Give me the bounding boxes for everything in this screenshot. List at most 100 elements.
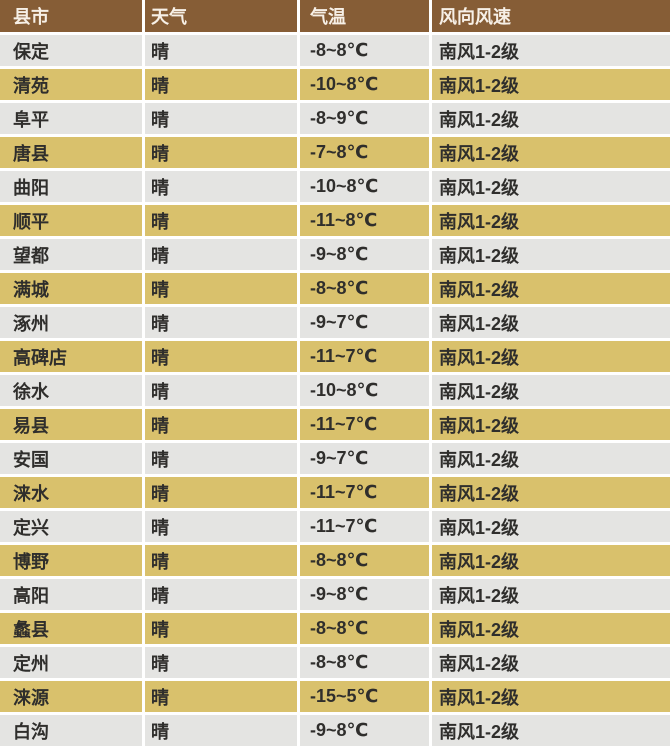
- cell-wind: 南风1-2级: [432, 239, 670, 273]
- cell-city: 曲阳: [0, 171, 145, 205]
- cell-city: 定兴: [0, 511, 145, 545]
- cell-city: 满城: [0, 273, 145, 307]
- cell-weather: 晴: [145, 477, 300, 511]
- cell-city: 清苑: [0, 69, 145, 103]
- cell-city: 安国: [0, 443, 145, 477]
- cell-weather: 晴: [145, 137, 300, 171]
- column-header-city: 县市: [0, 0, 145, 35]
- cell-city: 涿州: [0, 307, 145, 341]
- table-row: 白沟晴 -9~8℃ 南风1-2级: [0, 715, 670, 746]
- cell-city: 顺平: [0, 205, 145, 239]
- cell-weather: 晴: [145, 69, 300, 103]
- cell-temperature: -10~8℃: [300, 171, 432, 205]
- cell-wind: 南风1-2级: [432, 579, 670, 613]
- cell-temperature: -8~8℃: [300, 273, 432, 307]
- cell-wind: 南风1-2级: [432, 205, 670, 239]
- cell-weather: 晴: [145, 545, 300, 579]
- cell-temperature: -10~8℃: [300, 69, 432, 103]
- cell-weather: 晴: [145, 341, 300, 375]
- table-row: 定州晴 -8~8℃ 南风1-2级: [0, 647, 670, 681]
- cell-weather: 晴: [145, 443, 300, 477]
- cell-city: 定州: [0, 647, 145, 681]
- cell-weather: 晴: [145, 579, 300, 613]
- table-row: 涿州晴 -9~7℃ 南风1-2级: [0, 307, 670, 341]
- cell-wind: 南风1-2级: [432, 341, 670, 375]
- cell-temperature: -7~8℃: [300, 137, 432, 171]
- cell-city: 保定: [0, 35, 145, 69]
- cell-wind: 南风1-2级: [432, 375, 670, 409]
- cell-wind: 南风1-2级: [432, 681, 670, 715]
- table-row: 高碑店晴 -11~7℃ 南风1-2级: [0, 341, 670, 375]
- cell-temperature: -8~8℃: [300, 35, 432, 69]
- cell-temperature: -9~7℃: [300, 443, 432, 477]
- cell-wind: 南风1-2级: [432, 171, 670, 205]
- table-row: 唐县晴 -7~8℃ 南风1-2级: [0, 137, 670, 171]
- cell-temperature: -11~7℃: [300, 477, 432, 511]
- table-row: 曲阳晴 -10~8℃ 南风1-2级: [0, 171, 670, 205]
- cell-weather: 晴: [145, 647, 300, 681]
- cell-city: 博野: [0, 545, 145, 579]
- cell-weather: 晴: [145, 35, 300, 69]
- cell-weather: 晴: [145, 681, 300, 715]
- cell-weather: 晴: [145, 307, 300, 341]
- table-row: 涞源晴 -15~5℃ 南风1-2级: [0, 681, 670, 715]
- table-row: 易县晴 -11~7℃ 南风1-2级: [0, 409, 670, 443]
- cell-city: 白沟: [0, 715, 145, 746]
- cell-temperature: -9~8℃: [300, 579, 432, 613]
- header-row: 县市 天气 气温 风向风速: [0, 0, 670, 35]
- cell-temperature: -8~8℃: [300, 613, 432, 647]
- cell-wind: 南风1-2级: [432, 103, 670, 137]
- cell-city: 蠡县: [0, 613, 145, 647]
- table-row: 满城晴 -8~8℃ 南风1-2级: [0, 273, 670, 307]
- table-row: 安国晴 -9~7℃ 南风1-2级: [0, 443, 670, 477]
- cell-temperature: -9~7℃: [300, 307, 432, 341]
- table-row: 定兴晴 -11~7℃ 南风1-2级: [0, 511, 670, 545]
- cell-weather: 晴: [145, 715, 300, 746]
- cell-weather: 晴: [145, 511, 300, 545]
- table-row: 望都晴 -9~8℃ 南风1-2级: [0, 239, 670, 273]
- cell-city: 涞水: [0, 477, 145, 511]
- column-header-weather: 天气: [145, 0, 300, 35]
- cell-city: 高碑店: [0, 341, 145, 375]
- cell-wind: 南风1-2级: [432, 715, 670, 746]
- column-header-temperature: 气温: [300, 0, 432, 35]
- table-row: 徐水晴 -10~8℃ 南风1-2级: [0, 375, 670, 409]
- table-row: 蠡县晴 -8~8℃ 南风1-2级: [0, 613, 670, 647]
- cell-wind: 南风1-2级: [432, 307, 670, 341]
- cell-temperature: -9~8℃: [300, 239, 432, 273]
- table-row: 保定晴 -8~8℃ 南风1-2级: [0, 35, 670, 69]
- cell-city: 高阳: [0, 579, 145, 613]
- cell-city: 唐县: [0, 137, 145, 171]
- cell-wind: 南风1-2级: [432, 545, 670, 579]
- cell-weather: 晴: [145, 273, 300, 307]
- table-row: 博野晴 -8~8℃ 南风1-2级: [0, 545, 670, 579]
- cell-temperature: -9~8℃: [300, 715, 432, 746]
- cell-wind: 南风1-2级: [432, 137, 670, 171]
- cell-temperature: -11~7℃: [300, 341, 432, 375]
- cell-temperature: -8~8℃: [300, 647, 432, 681]
- cell-city: 涞源: [0, 681, 145, 715]
- cell-weather: 晴: [145, 239, 300, 273]
- cell-wind: 南风1-2级: [432, 35, 670, 69]
- cell-weather: 晴: [145, 103, 300, 137]
- table-row: 涞水晴 -11~7℃ 南风1-2级: [0, 477, 670, 511]
- cell-weather: 晴: [145, 613, 300, 647]
- cell-weather: 晴: [145, 171, 300, 205]
- cell-city: 阜平: [0, 103, 145, 137]
- cell-city: 望都: [0, 239, 145, 273]
- table-row: 阜平晴 -8~9℃ 南风1-2级: [0, 103, 670, 137]
- table-row: 顺平晴 -11~8℃ 南风1-2级: [0, 205, 670, 239]
- cell-temperature: -8~9℃: [300, 103, 432, 137]
- cell-wind: 南风1-2级: [432, 273, 670, 307]
- cell-temperature: -11~8℃: [300, 205, 432, 239]
- cell-temperature: -8~8℃: [300, 545, 432, 579]
- cell-weather: 晴: [145, 205, 300, 239]
- column-header-wind: 风向风速: [432, 0, 670, 35]
- cell-temperature: -15~5℃: [300, 681, 432, 715]
- cell-wind: 南风1-2级: [432, 647, 670, 681]
- table-row: 清苑晴 -10~8℃ 南风1-2级: [0, 69, 670, 103]
- table-row: 高阳晴 -9~8℃ 南风1-2级: [0, 579, 670, 613]
- cell-weather: 晴: [145, 409, 300, 443]
- cell-wind: 南风1-2级: [432, 477, 670, 511]
